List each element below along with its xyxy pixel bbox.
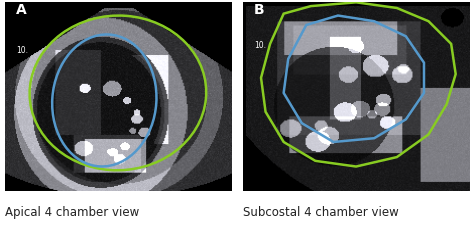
- Text: B: B: [254, 3, 265, 17]
- Text: Apical 4 chamber view: Apical 4 chamber view: [5, 206, 139, 219]
- Text: 10.: 10.: [254, 41, 266, 50]
- Text: Subcostal 4 chamber view: Subcostal 4 chamber view: [243, 206, 399, 219]
- Text: 10.: 10.: [16, 46, 28, 55]
- Text: A: A: [16, 3, 27, 17]
